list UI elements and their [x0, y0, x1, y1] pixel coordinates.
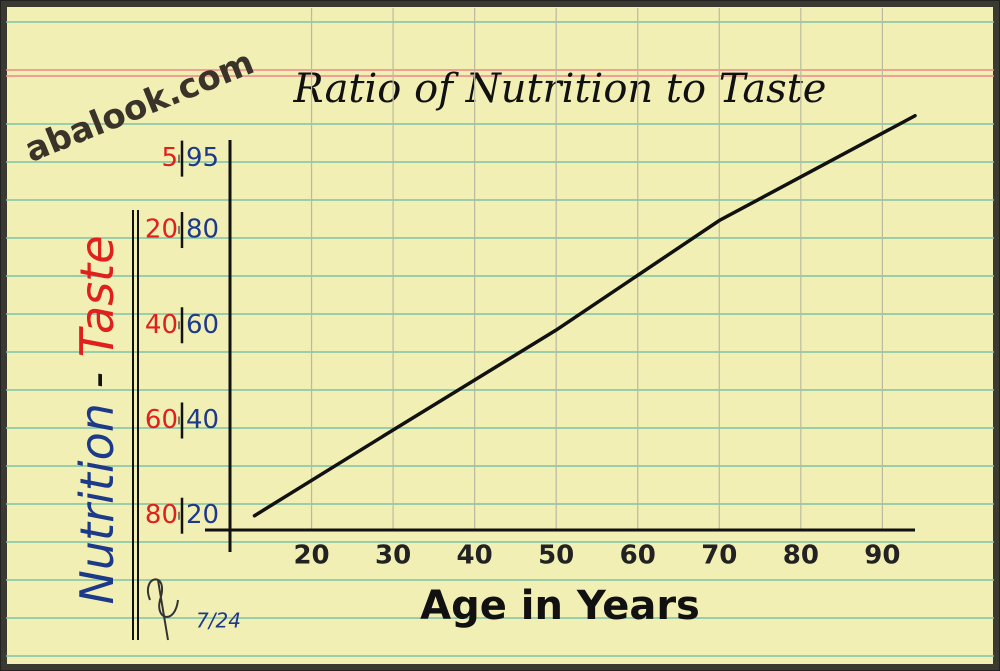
- y-label-taste: Taste: [70, 235, 124, 357]
- y2-tick-label: 60: [145, 405, 178, 435]
- x-tick-label: 90: [864, 541, 900, 571]
- y-label-nutrition: Nutrition: [70, 403, 124, 604]
- x-tick-label: 50: [538, 541, 574, 571]
- x-tick-label: 70: [701, 541, 737, 571]
- card-rules: [6, 21, 994, 657]
- x-tick-label: 80: [783, 541, 819, 571]
- y2-tick-label: 20: [145, 215, 178, 245]
- y2-tick-label: 40: [145, 310, 178, 340]
- x-tick-label: 30: [375, 541, 411, 571]
- y2-tick-label: 80: [145, 500, 178, 530]
- y-label-separator: -: [70, 372, 124, 389]
- y-tick-label: 60: [186, 310, 219, 340]
- y-tick-label: 95: [186, 143, 219, 173]
- signature-date: 7/24: [196, 609, 241, 633]
- y2-tick-label: 5: [161, 143, 178, 173]
- y-tick-label: 80: [186, 215, 219, 245]
- x-tick-label: 60: [620, 541, 656, 571]
- x-tick-label: 40: [457, 541, 493, 571]
- y-axis-label: Nutrition - Taste: [70, 235, 124, 604]
- data-line: [252, 114, 917, 518]
- signature: [147, 578, 179, 641]
- chart-title: Ratio of Nutrition to Taste: [293, 66, 827, 112]
- x-tick-label: 20: [293, 541, 329, 571]
- y-tick-label: 20: [186, 500, 219, 530]
- y-tick-label: 40: [186, 405, 219, 435]
- x-axis-label: Age in Years: [420, 583, 700, 629]
